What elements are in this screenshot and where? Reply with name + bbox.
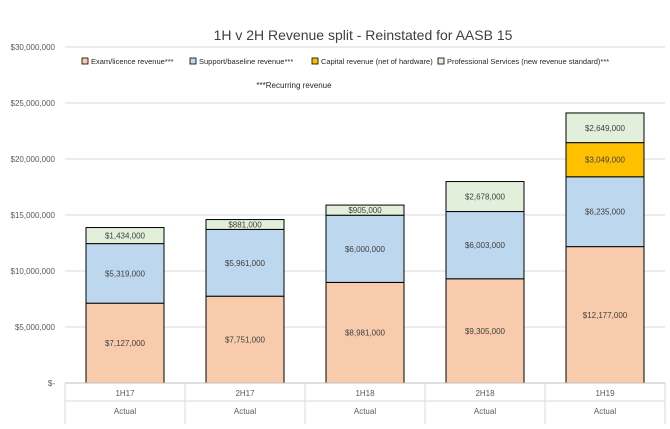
y-tick-label: $5,000,000 bbox=[15, 323, 56, 332]
bar-segment bbox=[85, 243, 165, 304]
bar-segment bbox=[325, 214, 405, 283]
data-label: $5,319,000 bbox=[105, 269, 146, 278]
bar-segment bbox=[445, 211, 525, 280]
data-label: $905,000 bbox=[348, 206, 382, 215]
x-tick-label: 1H19 bbox=[595, 389, 615, 398]
x-tick-label: 2H18 bbox=[475, 389, 495, 398]
legend: Exam/licence revenue*** Support/baseline … bbox=[81, 57, 609, 66]
bar-segment bbox=[205, 219, 285, 230]
chart-annotation: ***Recurring revenue bbox=[256, 81, 332, 90]
data-label: $7,751,000 bbox=[225, 336, 266, 345]
bar-segment bbox=[205, 228, 285, 297]
bar-segment bbox=[445, 278, 525, 384]
legend-label: Professional Services (new revenue stand… bbox=[447, 57, 609, 66]
data-label: $2,649,000 bbox=[585, 124, 626, 133]
x-axis: 1H17 Actual 2H17 Actual 1H18 Actual 2H18 Actual… bbox=[64, 382, 666, 424]
bar-segment bbox=[325, 281, 405, 384]
data-label: $5,961,000 bbox=[225, 259, 266, 268]
x-group-label: Actual bbox=[114, 407, 136, 416]
bar-segment bbox=[85, 227, 165, 245]
x-tick-label: 1H18 bbox=[355, 389, 375, 398]
x-tick-label: 1H17 bbox=[115, 389, 135, 398]
data-label: $12,177,000 bbox=[583, 311, 628, 320]
bar-segment bbox=[565, 112, 645, 144]
data-label: $2,678,000 bbox=[465, 193, 506, 202]
data-label: $6,235,000 bbox=[585, 208, 626, 217]
data-label: $6,003,000 bbox=[465, 241, 506, 250]
y-tick-label: $10,000,000 bbox=[11, 267, 56, 276]
x-group-label: Actual bbox=[474, 407, 496, 416]
data-label: $7,127,000 bbox=[105, 339, 146, 348]
chart-title: 1H v 2H Revenue split - Reinstated for A… bbox=[214, 27, 513, 43]
legend-label: Exam/licence revenue*** bbox=[91, 57, 174, 66]
data-label: $8,981,000 bbox=[345, 329, 386, 338]
x-tick-label: 2H17 bbox=[235, 389, 255, 398]
y-tick-label: $15,000,000 bbox=[11, 211, 56, 220]
x-group-label: Actual bbox=[354, 407, 376, 416]
legend-swatch bbox=[437, 57, 445, 65]
legend-label: Support/baseline revenue*** bbox=[199, 57, 293, 66]
y-tick-label: $30,000,000 bbox=[11, 43, 56, 52]
data-label: $6,000,000 bbox=[345, 245, 386, 254]
data-label: $881,000 bbox=[228, 220, 262, 229]
y-tick-label: $20,000,000 bbox=[11, 155, 56, 164]
y-axis: $- $5,000,000 $10,000,000 $15,000,000 $20,00… bbox=[11, 43, 56, 388]
legend-swatch bbox=[189, 57, 197, 65]
y-tick-label: $25,000,000 bbox=[11, 99, 56, 108]
data-label: $9,305,000 bbox=[465, 327, 506, 336]
data-label: $1,434,000 bbox=[105, 232, 146, 241]
x-group-label: Actual bbox=[234, 407, 256, 416]
bar-segment bbox=[565, 176, 645, 248]
bar-segment bbox=[445, 181, 525, 213]
x-group-label: Actual bbox=[594, 407, 616, 416]
legend-label: Capital revenue (net of hardware) bbox=[321, 57, 433, 66]
data-label: $3,049,000 bbox=[585, 156, 626, 165]
legend-swatch bbox=[81, 57, 89, 65]
legend-swatch bbox=[311, 57, 319, 65]
bar-segment bbox=[325, 204, 405, 216]
y-tick-label: $- bbox=[48, 379, 55, 388]
bars: $7,127,000 $5,319,000 $1,434,000 $7,751,000… bbox=[85, 112, 645, 384]
